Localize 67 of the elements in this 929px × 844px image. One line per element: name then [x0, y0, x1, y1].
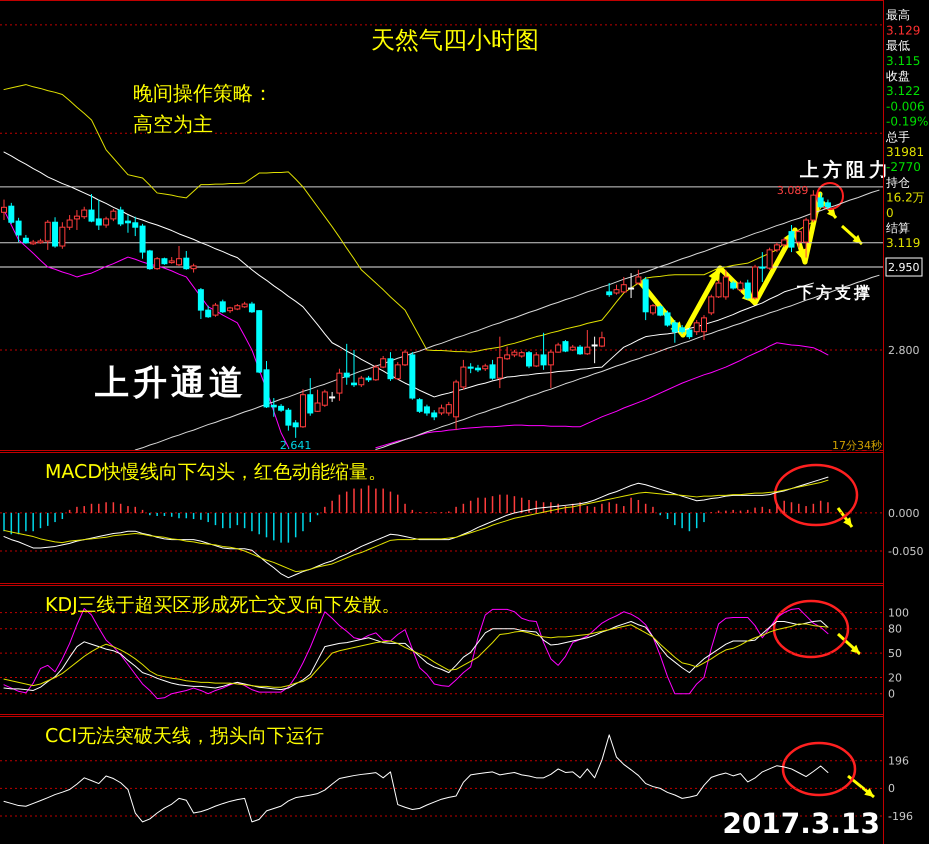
candlestick	[577, 344, 584, 356]
candlestick	[336, 368, 342, 402]
text: 总手	[885, 130, 910, 144]
candlestick	[592, 336, 598, 364]
candlestick	[387, 352, 394, 382]
text: CCI无法突破天线，拐头向下运行	[45, 725, 324, 747]
candlestick	[220, 299, 226, 314]
y-tick-label: -0.050	[888, 544, 924, 558]
y-tick-label: 2.800	[888, 344, 920, 357]
candlestick	[635, 269, 642, 286]
y-tick-label: 196	[888, 754, 909, 768]
candlestick	[598, 331, 605, 348]
candlestick	[540, 332, 547, 370]
candlestick	[744, 279, 751, 300]
text: 天然气四小时图	[371, 26, 539, 54]
text: -2770	[886, 160, 921, 174]
text: MACD快慢线向下勾头，红色动能缩量。	[45, 461, 387, 483]
candlestick	[52, 216, 58, 248]
candlestick	[351, 349, 357, 388]
candlestick	[562, 339, 568, 353]
annotation: 上升通道	[94, 363, 247, 403]
text: 3.119	[886, 236, 920, 250]
annotation: 晚间操作策略：	[133, 81, 273, 105]
candlestick	[737, 280, 744, 292]
text: -0.006	[886, 99, 925, 114]
annotation: 17分34秒	[832, 439, 882, 452]
text: KDJ三线于超买区形成死亡交叉向下发散。	[45, 594, 401, 616]
y-tick-label: 0.000	[888, 506, 920, 520]
text: 最低	[886, 38, 910, 53]
candlestick	[154, 256, 160, 270]
candlestick	[584, 330, 590, 356]
candlestick	[358, 375, 364, 388]
candlestick	[759, 252, 766, 282]
y-tick-label: 20	[888, 671, 902, 684]
candlestick	[183, 250, 190, 270]
candlestick	[533, 352, 540, 368]
candlestick	[628, 272, 634, 298]
candlestick	[1, 199, 8, 221]
candlestick	[307, 378, 314, 416]
text: 3.122	[886, 84, 920, 98]
text: 31981	[886, 145, 924, 159]
annotation: 高空为主	[133, 112, 213, 136]
annotation: 2.641	[280, 438, 312, 452]
text: 结算	[886, 221, 910, 235]
y-tick-label: 100	[888, 606, 909, 620]
text: 收盘	[886, 69, 910, 83]
candlestick	[212, 302, 218, 318]
text: 16.2万	[886, 190, 925, 205]
candlestick	[606, 282, 612, 298]
candlestick	[650, 304, 656, 316]
candlestick	[344, 343, 350, 386]
text: 最高	[886, 8, 910, 22]
annotation: 3.089	[776, 184, 808, 198]
text: -0.19%	[886, 114, 928, 129]
y-tick-label: 2.950	[888, 260, 920, 274]
y-tick-label: 0	[888, 688, 895, 701]
text: 持仓	[886, 175, 910, 190]
y-tick-label: 50	[888, 647, 902, 660]
y-tick-label: -196	[888, 810, 913, 823]
candlestick	[526, 350, 532, 369]
text: 3.115	[886, 54, 920, 68]
candlestick	[490, 359, 496, 380]
annotation: 2017.3.13	[722, 807, 880, 840]
y-tick-label: 0	[888, 782, 895, 796]
candlestick	[329, 391, 336, 402]
text: 3.129	[886, 23, 920, 38]
y-tick-label: 80	[888, 622, 902, 636]
